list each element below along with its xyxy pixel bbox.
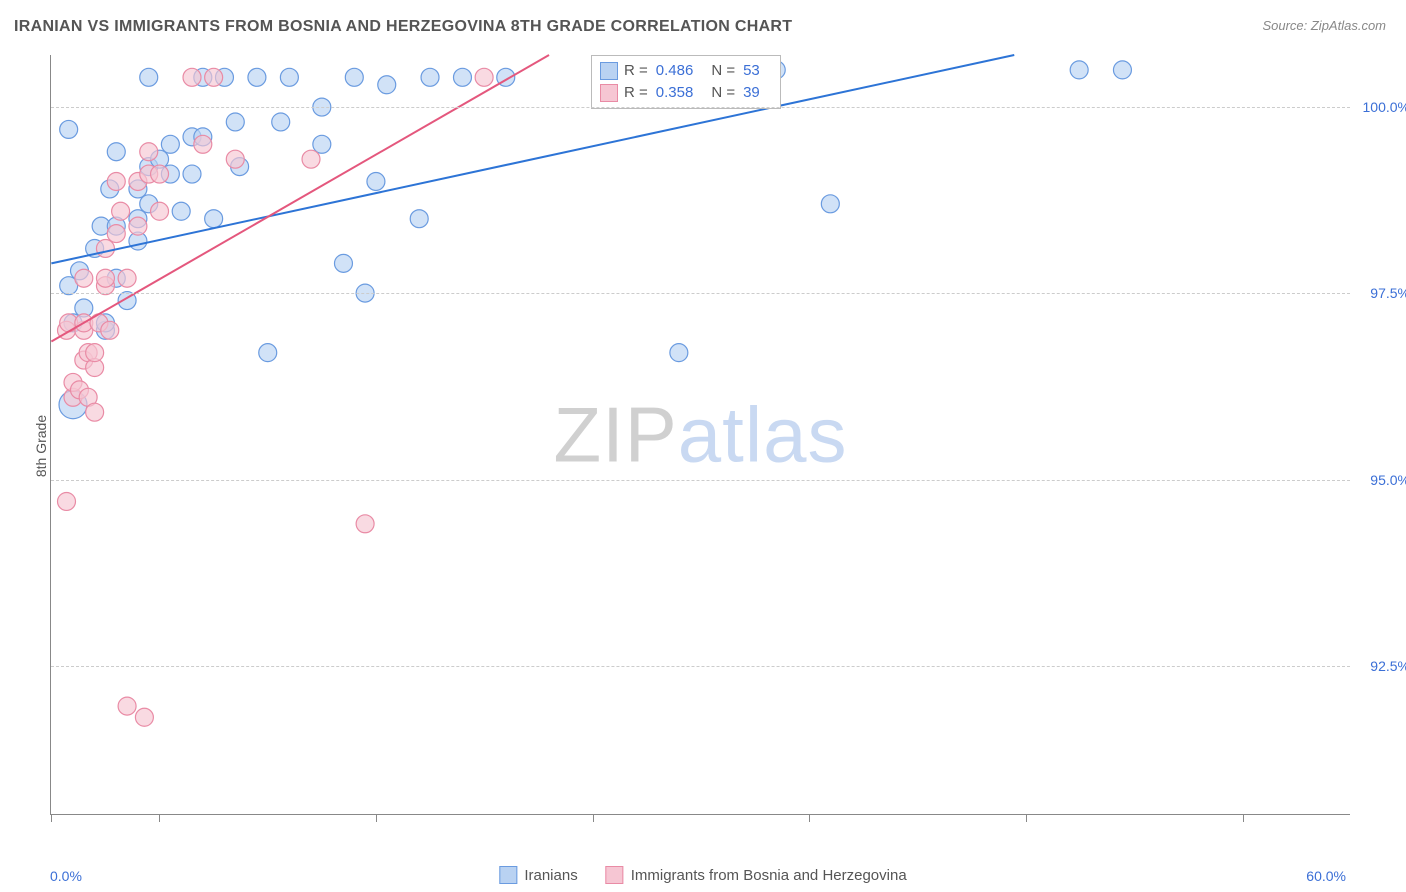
- data-point: [356, 515, 374, 533]
- data-point: [194, 135, 212, 153]
- data-point: [226, 150, 244, 168]
- data-point: [172, 202, 190, 220]
- data-point: [86, 344, 104, 362]
- x-axis-label-left: 0.0%: [50, 868, 82, 884]
- legend-swatch: [499, 866, 517, 884]
- gridline: [51, 480, 1350, 481]
- data-point: [475, 68, 493, 86]
- data-point: [205, 68, 223, 86]
- data-point: [101, 321, 119, 339]
- trend-line: [51, 55, 1014, 263]
- data-point: [226, 113, 244, 131]
- data-point: [60, 120, 78, 138]
- data-point: [183, 68, 201, 86]
- legend-swatch: [600, 84, 618, 102]
- legend-n-label: N =: [711, 82, 735, 104]
- legend-n-value: 53: [743, 60, 760, 82]
- plot-area: ZIPatlas R =0.486N =53R =0.358N =39 100.…: [50, 55, 1350, 815]
- data-point: [302, 150, 320, 168]
- data-point: [183, 165, 201, 183]
- x-tick: [1026, 814, 1027, 822]
- data-point: [140, 68, 158, 86]
- data-point: [151, 165, 169, 183]
- data-point: [410, 210, 428, 228]
- x-tick: [51, 814, 52, 822]
- legend-swatch: [606, 866, 624, 884]
- data-point: [248, 68, 266, 86]
- x-tick: [809, 814, 810, 822]
- y-axis-label: 8th Grade: [33, 415, 49, 477]
- data-point: [107, 225, 125, 243]
- legend-n-value: 39: [743, 82, 760, 104]
- data-point: [118, 269, 136, 287]
- bottom-legend-item: Iranians: [499, 866, 577, 884]
- data-point: [670, 344, 688, 362]
- data-point: [453, 68, 471, 86]
- data-point: [107, 173, 125, 191]
- y-tick-label: 95.0%: [1355, 472, 1406, 488]
- data-point: [96, 239, 114, 257]
- data-point: [96, 269, 114, 287]
- data-point: [1113, 61, 1131, 79]
- data-point: [86, 403, 104, 421]
- data-point: [821, 195, 839, 213]
- trend-line: [51, 55, 549, 341]
- data-point: [161, 135, 179, 153]
- legend-row: R = 0.358 N = 39: [600, 82, 772, 104]
- y-tick-label: 97.5%: [1355, 285, 1406, 301]
- y-tick-label: 92.5%: [1355, 658, 1406, 674]
- data-point: [205, 210, 223, 228]
- x-tick: [376, 814, 377, 822]
- data-point: [334, 254, 352, 272]
- data-point: [118, 697, 136, 715]
- bottom-legend: Iranians Immigrants from Bosnia and Herze…: [499, 866, 906, 884]
- legend-n-label: N =: [711, 60, 735, 82]
- legend-r-label: R =: [624, 82, 648, 104]
- legend-r-label: R =: [624, 60, 648, 82]
- data-point: [378, 76, 396, 94]
- y-tick-label: 100.0%: [1355, 99, 1406, 115]
- correlation-legend: R = 0.486 N = 53 R = 0.358 N = 39: [591, 55, 781, 109]
- legend-swatch: [600, 62, 618, 80]
- data-point: [1070, 61, 1088, 79]
- data-point: [140, 143, 158, 161]
- chart-svg: [51, 55, 1350, 814]
- legend-series-label: Iranians: [524, 867, 577, 884]
- data-point: [107, 143, 125, 161]
- gridline: [51, 293, 1350, 294]
- gridline: [51, 107, 1350, 108]
- data-point: [135, 708, 153, 726]
- legend-r-value: 0.358: [656, 82, 694, 104]
- x-axis-label-right: 60.0%: [1306, 868, 1346, 884]
- data-point: [280, 68, 298, 86]
- data-point: [112, 202, 130, 220]
- data-point: [58, 492, 76, 510]
- source-label: Source: ZipAtlas.com: [1262, 18, 1386, 33]
- chart-title: IRANIAN VS IMMIGRANTS FROM BOSNIA AND HE…: [14, 18, 792, 36]
- x-tick: [159, 814, 160, 822]
- data-point: [367, 173, 385, 191]
- x-tick: [1243, 814, 1244, 822]
- legend-row: R = 0.486 N = 53: [600, 60, 772, 82]
- data-point: [75, 269, 93, 287]
- gridline: [51, 666, 1350, 667]
- bottom-legend-item: Immigrants from Bosnia and Herzegovina: [606, 866, 907, 884]
- data-point: [129, 217, 147, 235]
- data-point: [272, 113, 290, 131]
- data-point: [313, 135, 331, 153]
- x-tick: [593, 814, 594, 822]
- data-point: [345, 68, 363, 86]
- data-point: [151, 202, 169, 220]
- legend-r-value: 0.486: [656, 60, 694, 82]
- data-point: [421, 68, 439, 86]
- legend-series-label: Immigrants from Bosnia and Herzegovina: [631, 867, 907, 884]
- data-point: [259, 344, 277, 362]
